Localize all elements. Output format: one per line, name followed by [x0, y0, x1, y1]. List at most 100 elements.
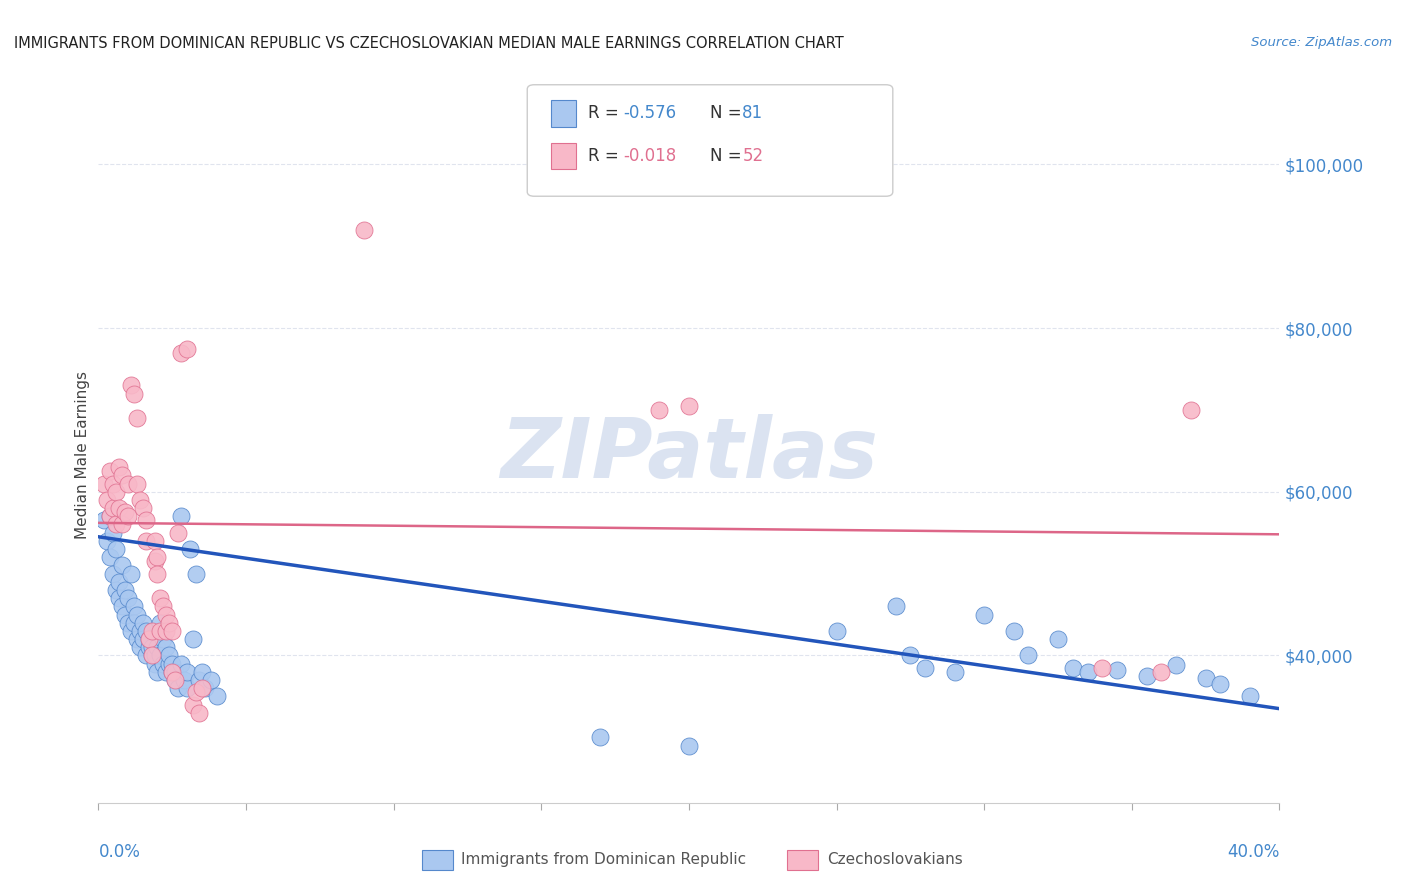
Point [141, 648, 163, 663]
Point [141, 648, 163, 663]
Point [1166, 658, 1188, 673]
Point [1180, 403, 1202, 417]
Text: 52: 52 [742, 147, 763, 165]
Point [1077, 665, 1099, 679]
Text: 40.0%: 40.0% [1227, 843, 1279, 861]
Point [120, 624, 142, 638]
Point [135, 533, 157, 548]
Point [149, 624, 172, 638]
Point [125, 632, 148, 646]
Point [114, 607, 136, 622]
Point [143, 554, 166, 568]
Point [105, 582, 128, 597]
Point [191, 665, 214, 679]
Point [1195, 672, 1218, 686]
Point [181, 632, 204, 646]
Point [162, 665, 184, 679]
Point [155, 665, 177, 679]
Point [1062, 661, 1084, 675]
Point [128, 624, 150, 638]
Point [103, 525, 125, 540]
Point [146, 550, 169, 565]
Point [117, 509, 139, 524]
Point [111, 599, 134, 614]
Text: -0.018: -0.018 [623, 147, 676, 165]
Point [155, 624, 177, 638]
Point [108, 460, 131, 475]
Point [973, 607, 995, 622]
Point [181, 698, 204, 712]
Point [135, 648, 157, 663]
Point [194, 681, 217, 696]
Point [167, 525, 190, 540]
Point [146, 665, 169, 679]
Point [187, 706, 209, 720]
Text: Immigrants from Dominican Republic: Immigrants from Dominican Republic [461, 853, 747, 867]
Point [117, 476, 139, 491]
Point [103, 501, 125, 516]
Point [122, 615, 145, 630]
Point [141, 640, 163, 655]
Point [117, 615, 139, 630]
Text: R =: R = [588, 104, 624, 122]
Point [205, 690, 228, 704]
Point [146, 566, 169, 581]
Point [167, 681, 190, 696]
Point [678, 399, 700, 413]
Point [108, 501, 131, 516]
Point [353, 223, 375, 237]
Point [589, 731, 612, 745]
Point [165, 673, 187, 687]
Text: Czechoslovakians: Czechoslovakians [827, 853, 963, 867]
Text: Source: ZipAtlas.com: Source: ZipAtlas.com [1251, 36, 1392, 49]
Point [1209, 677, 1232, 691]
Point [132, 632, 155, 646]
Point [162, 624, 184, 638]
Y-axis label: Median Male Earnings: Median Male Earnings [75, 371, 90, 539]
Point [162, 665, 184, 679]
Point [155, 607, 177, 622]
Point [176, 342, 198, 356]
Text: IMMIGRANTS FROM DOMINICAN REPUBLIC VS CZECHOSLOVAKIAN MEDIAN MALE EARNINGS CORRE: IMMIGRANTS FROM DOMINICAN REPUBLIC VS CZ… [14, 36, 844, 51]
Point [143, 648, 166, 663]
Point [170, 657, 193, 671]
Point [157, 657, 180, 671]
Point [900, 648, 922, 663]
Point [149, 648, 172, 663]
Point [187, 673, 209, 687]
Point [103, 566, 125, 581]
Point [125, 411, 148, 425]
Point [1150, 665, 1173, 679]
Point [143, 657, 166, 671]
Text: -0.576: -0.576 [623, 104, 676, 122]
Point [93, 513, 115, 527]
Point [138, 640, 160, 655]
Point [122, 386, 145, 401]
Point [135, 624, 157, 638]
Text: ZIPatlas: ZIPatlas [501, 415, 877, 495]
Point [825, 624, 848, 638]
Point [135, 513, 157, 527]
Point [184, 685, 207, 699]
Text: N =: N = [710, 147, 747, 165]
Point [125, 476, 148, 491]
Point [105, 484, 128, 499]
Point [98, 509, 121, 524]
Point [678, 739, 700, 753]
Point [179, 542, 201, 557]
Point [157, 615, 180, 630]
Point [176, 665, 198, 679]
Point [200, 673, 222, 687]
Text: 81: 81 [742, 104, 763, 122]
Point [170, 345, 193, 359]
Point [125, 607, 148, 622]
Point [120, 566, 142, 581]
Point [184, 566, 207, 581]
Point [152, 632, 174, 646]
Point [111, 517, 134, 532]
Point [143, 533, 166, 548]
Point [114, 505, 136, 519]
Point [105, 517, 128, 532]
Text: N =: N = [710, 104, 747, 122]
Point [155, 640, 177, 655]
